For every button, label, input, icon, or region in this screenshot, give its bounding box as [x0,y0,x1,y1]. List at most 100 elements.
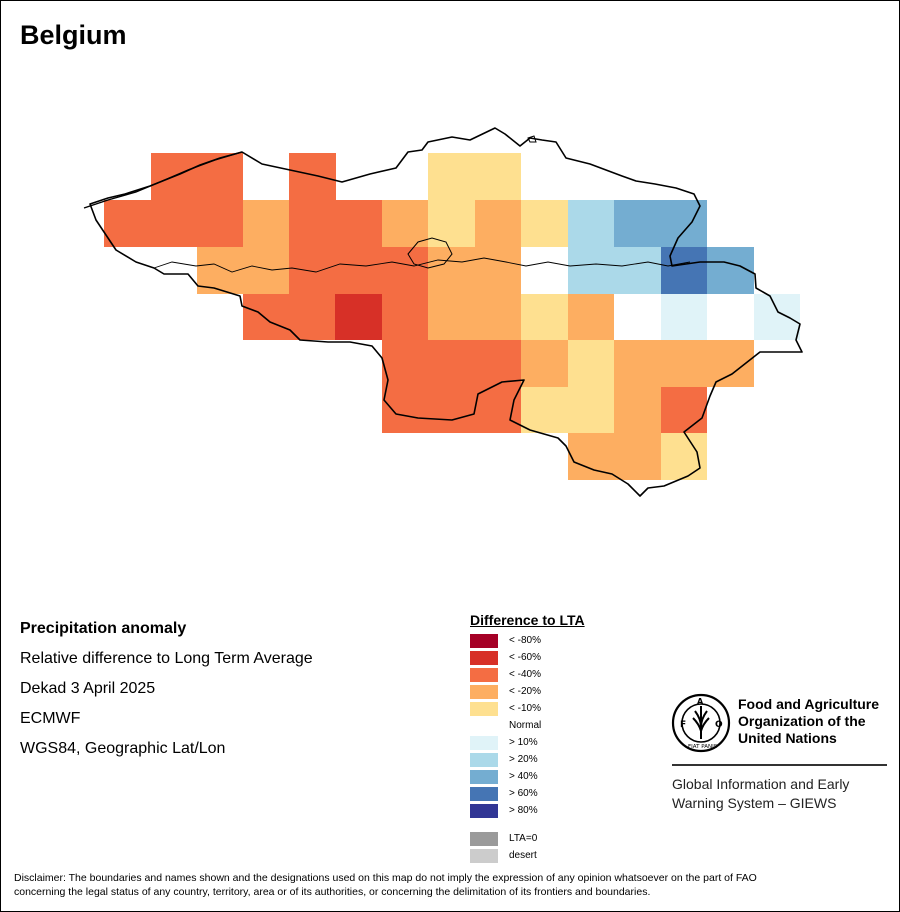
legend-item: > 10% [470,735,585,752]
legend-item: LTA=0 [470,831,585,848]
grid-cell [614,387,661,433]
legend-item: > 40% [470,769,585,786]
disclaimer-line: Disclaimer: The boundaries and names sho… [14,872,757,884]
grid-cell [707,247,754,294]
legend-label: > 20% [509,754,538,765]
grid-cell [661,294,707,340]
grid-cell [568,200,614,247]
enclave [527,135,537,143]
giews-line: Warning System – GIEWS [672,795,837,811]
legend-swatch [470,651,498,665]
legend-swatch [470,702,498,716]
grid-cell [151,153,243,200]
giews-line: Global Information and Early [672,776,850,792]
legend-swatch [470,634,498,648]
legend-label: > 10% [509,737,538,748]
fao-name: Food and Agriculture Organization of the… [738,696,879,747]
legend-title: Difference to LTA [470,612,585,628]
grid-cell [335,294,382,340]
legend-item: < -40% [470,667,585,684]
grid-cell [475,200,521,247]
legend-item: < -80% [470,633,585,650]
legend-label: > 40% [509,771,538,782]
svg-text:A: A [697,697,704,706]
legend-swatch [470,668,498,682]
legend-swatch [470,787,498,801]
legend: Difference to LTA < -80% < -60% < -40% < -2… [470,612,585,865]
legend-item: < -20% [470,684,585,701]
legend-label: < -10% [509,703,541,714]
fao-name-line: United Nations [738,730,837,746]
legend-label: desert [509,850,537,861]
fao-name-line: Food and Agriculture [738,696,880,712]
info-projection: WGS84, Geographic Lat/Lon [20,740,226,757]
anomaly-grid [104,153,800,480]
svg-text:O: O [715,720,723,730]
grid-cell [382,200,428,247]
grid-cell [289,153,336,200]
legend-swatch [470,753,498,767]
legend-swatch [470,719,498,733]
legend-item: > 20% [470,752,585,769]
fao-divider [672,764,887,766]
legend-item: desert [470,848,585,865]
fao-logo: F A O FIAT PANIS [671,693,731,753]
grid-cell [197,247,289,294]
grid-cell [382,340,521,387]
legend-items: < -80% < -60% < -40% < -20% < -10% Normal > 10… [470,633,585,820]
legend-item: > 80% [470,803,585,820]
legend-label: > 60% [509,788,538,799]
belgium-border [89,127,803,497]
grid-cell [382,294,428,340]
grid-cell [428,153,521,200]
legend-swatch [470,770,498,784]
grid-cell [614,200,707,247]
legend-item: Normal [470,718,585,735]
info-period: Dekad 3 April 2025 [20,680,156,697]
legend-item: < -10% [470,701,585,718]
grid-cell [521,340,568,387]
grid-cell [104,200,243,247]
grid-cell [428,247,521,294]
legend-swatch [470,804,498,818]
regional-boundary [153,257,691,273]
info-description: Relative difference to Long Term Average [20,650,313,667]
grid-cell [428,294,521,340]
grid-cell [568,433,661,480]
grid-cell [614,340,754,387]
map-title: Belgium [20,20,127,50]
legend-swatch [470,736,498,750]
coastline [83,151,243,209]
belgium-anomaly-map [83,127,803,497]
grid-cell [661,433,707,480]
map-info: Precipitation anomaly Relative differenc… [20,619,313,769]
grid-cell [568,294,614,340]
giews-label: Global Information and Early Warning Sys… [672,775,849,813]
legend-extra-items: LTA=0 desert [470,831,585,865]
grid-cell [661,387,707,433]
disclaimer-line: concerning the legal status of any count… [14,886,651,898]
legend-item: < -60% [470,650,585,667]
brussels-boundary [407,237,453,269]
grid-cell [521,294,568,340]
grid-cell [382,387,521,433]
grid-cell [568,340,614,387]
svg-text:F: F [680,720,686,730]
grid-cell [521,200,568,247]
legend-label: < -20% [509,686,541,697]
legend-swatch [470,685,498,699]
grid-cell [289,200,382,247]
legend-swatch [470,849,498,863]
grid-cell [568,247,661,294]
legend-label: LTA=0 [509,833,538,844]
svg-text:FIAT PANIS: FIAT PANIS [688,744,718,750]
legend-label: < -60% [509,652,541,663]
grid-cell [428,200,475,247]
info-subject: Precipitation anomaly [20,620,187,637]
grid-cell [521,387,614,433]
legend-label: < -40% [509,669,541,680]
legend-item: > 60% [470,786,585,803]
info-source: ECMWF [20,710,81,727]
fao-name-line: Organization of the [738,713,866,729]
legend-label: > 80% [509,805,538,816]
